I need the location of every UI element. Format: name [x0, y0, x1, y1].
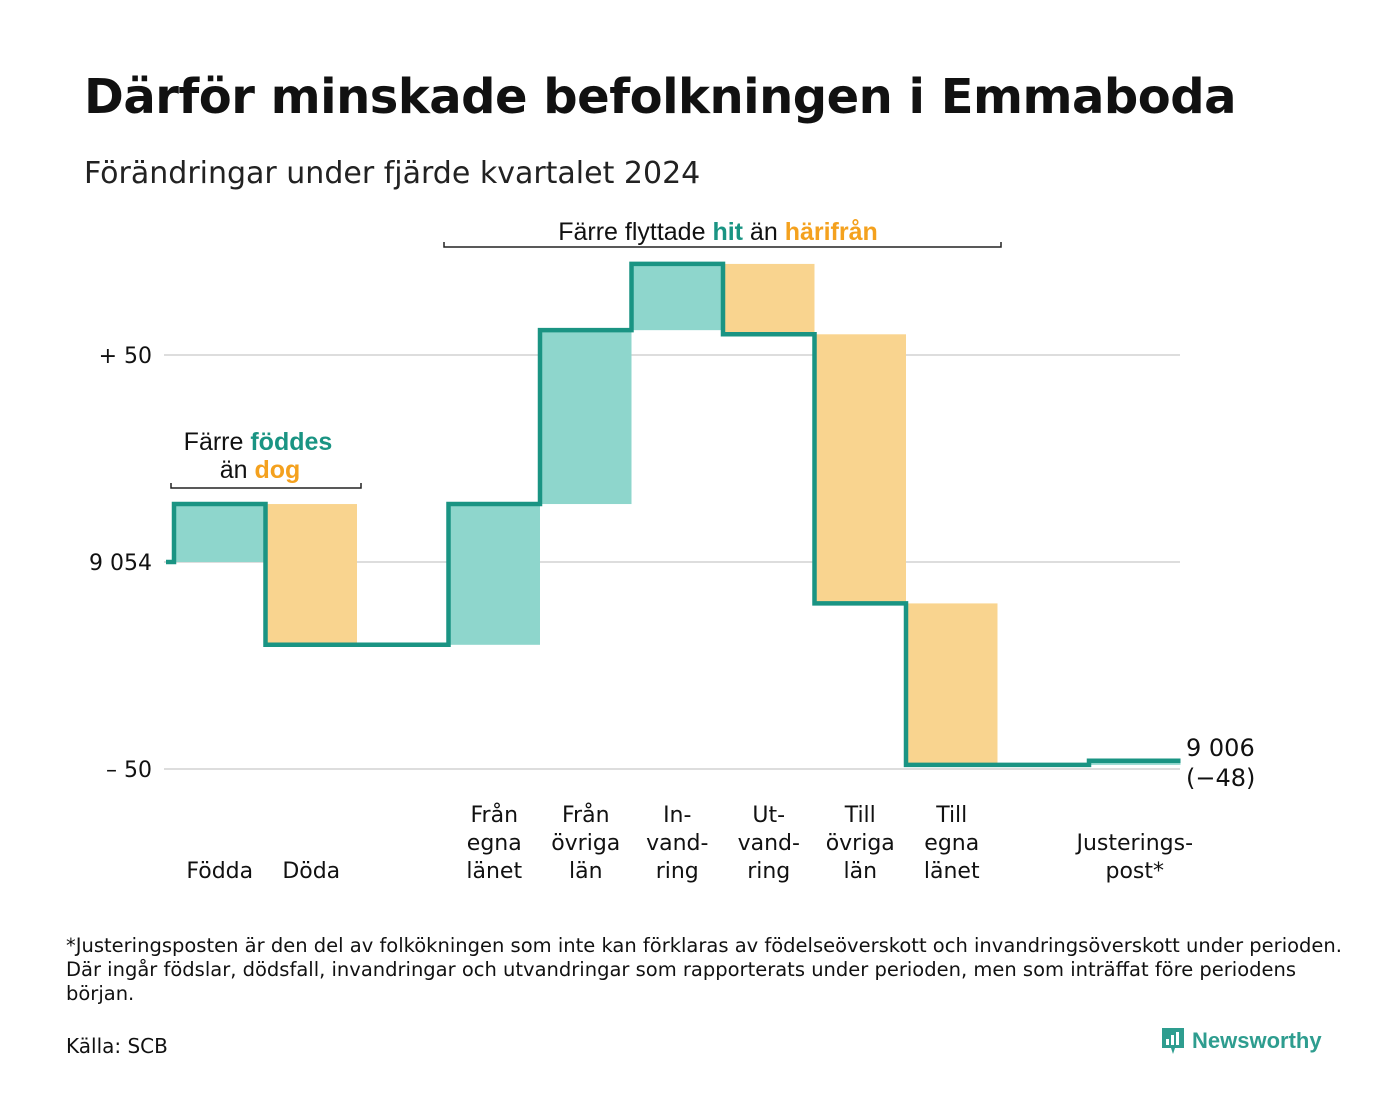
waterfall-bar	[174, 504, 266, 562]
chart-title: Därför minskade befolkningen i Emmaboda	[84, 69, 1237, 125]
category-label: övriga	[826, 831, 895, 856]
category-labels: Födda Döda Från egna länet Från övriga län In-va…	[186, 802, 1193, 884]
chart-subtitle: Förändringar under fjärde kvartalet 2024	[84, 156, 701, 191]
migration-annotation: Färre flyttade hit än härifrån	[558, 218, 878, 246]
waterfall-bar	[723, 263, 815, 335]
category-label: ring	[656, 859, 699, 884]
births-bracket	[170, 483, 362, 489]
waterfall-bar	[631, 263, 723, 331]
category-label: län	[569, 859, 603, 884]
waterfall-bar	[906, 603, 998, 765]
category-label: post*	[1105, 859, 1164, 884]
waterfall-bar	[814, 334, 906, 604]
category-label: Justerings-	[1074, 831, 1193, 856]
births-annotation-line2: än dog	[220, 456, 301, 484]
y-tick-label: 9 054	[89, 551, 152, 576]
waterfall-bar	[540, 330, 632, 505]
category-label: Till	[935, 803, 967, 828]
source-label: Källa: SCB	[66, 1034, 168, 1058]
end-value-label: 9 006	[1186, 734, 1255, 762]
bars	[174, 263, 1181, 765]
category-label: Från	[562, 802, 610, 828]
newsworthy-logo-icon	[1162, 1028, 1184, 1054]
category-label: Till	[844, 803, 876, 828]
migration-bracket	[443, 242, 1002, 248]
category-label: vand-	[646, 831, 708, 856]
category-label: vand-	[738, 831, 800, 856]
category-label: ring	[747, 859, 790, 884]
y-axis-ticks: + 50 9 054 – 50	[89, 344, 152, 783]
category-label: övriga	[551, 831, 620, 856]
y-tick-label: – 50	[106, 758, 152, 783]
waterfall-bar	[265, 504, 357, 645]
footnote: *Justeringsposten är den del av folkökni…	[66, 934, 1342, 1005]
category-label: egna	[924, 831, 979, 856]
brand-logo: Newsworthy	[1160, 1026, 1322, 1056]
category-label: In-	[663, 803, 691, 828]
end-change-label: (−48)	[1186, 764, 1255, 792]
brand-name: Newsworthy	[1192, 1028, 1322, 1053]
end-label: 9 006(−48)	[1186, 734, 1255, 792]
category-label: länet	[924, 859, 980, 884]
step-line	[166, 261, 1181, 768]
category-label: Från	[470, 802, 518, 828]
category-label: län	[843, 859, 877, 884]
waterfall-step-line	[166, 261, 1181, 768]
waterfall-bar	[448, 504, 540, 645]
births-annotation-line1: Färre föddes	[184, 428, 333, 456]
category-label: Ut-	[752, 803, 785, 828]
category-label: Döda	[282, 859, 340, 884]
y-tick-label: + 50	[99, 344, 152, 369]
category-label: egna	[467, 831, 522, 856]
category-label: länet	[466, 859, 522, 884]
category-label: Födda	[186, 859, 253, 884]
